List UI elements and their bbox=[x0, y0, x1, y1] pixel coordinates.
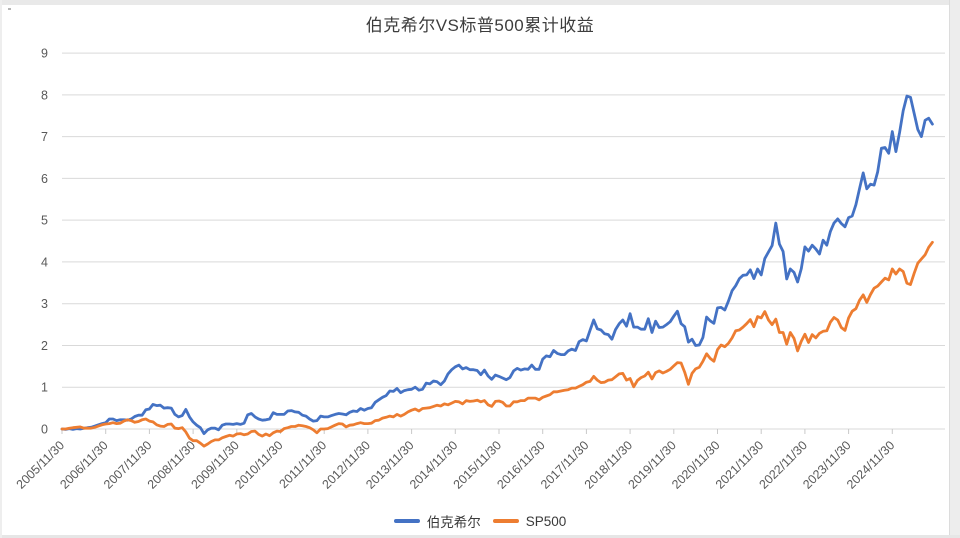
y-tick-label: 0 bbox=[41, 423, 48, 437]
chart-title: 伯克希尔VS标普500累计收益 bbox=[365, 16, 595, 35]
window-edge-left bbox=[0, 0, 2, 538]
legend-line-swatch-sp500 bbox=[492, 519, 519, 523]
y-tick-label: 2 bbox=[41, 339, 48, 353]
legend-line-swatch-berkshire bbox=[393, 519, 420, 523]
y-tick-label: 3 bbox=[41, 297, 48, 311]
series-line-sp500 bbox=[60, 240, 934, 448]
y-tick-label: 5 bbox=[41, 214, 48, 228]
legend-item-berkshire: 伯克希尔 bbox=[393, 511, 481, 531]
y-tick-label: 1 bbox=[41, 381, 48, 395]
window-edge-right bbox=[949, 0, 960, 538]
y-tick-label: 9 bbox=[41, 47, 48, 61]
x-tick-label: 2024/11/30 bbox=[844, 438, 898, 492]
y-tick-label: 8 bbox=[41, 88, 48, 102]
y-tick-label: 7 bbox=[41, 130, 48, 144]
legend-item-sp500: SP500 bbox=[492, 513, 567, 529]
y-tick-label: 6 bbox=[41, 172, 48, 186]
y-tick-label: 4 bbox=[41, 255, 48, 269]
window-edge-top bbox=[0, 0, 960, 5]
window-edge-bottom bbox=[0, 535, 960, 538]
legend-label-sp500: SP500 bbox=[525, 513, 567, 529]
legend-label-berkshire: 伯克希尔 bbox=[426, 515, 481, 530]
screen-artifact-dot bbox=[8, 8, 11, 10]
chart-legend: 伯克希尔 SP500 bbox=[0, 511, 960, 531]
series-line-berkshire bbox=[60, 94, 934, 436]
